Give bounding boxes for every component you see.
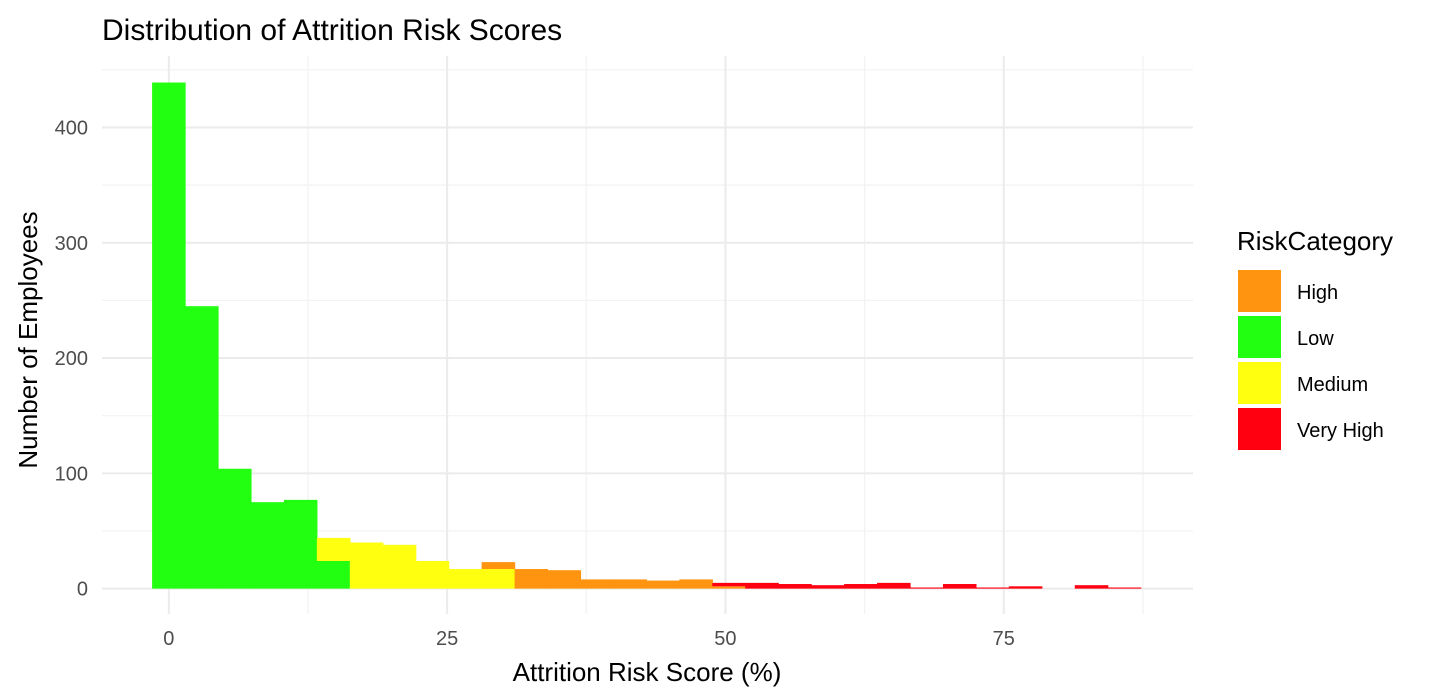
bar-low [185, 306, 219, 589]
bar-high [481, 562, 516, 570]
y-tick-label: 400 [55, 117, 88, 139]
y-axis-ticks: 0 100 200 300 400 [55, 117, 88, 600]
bar-medium [448, 569, 483, 589]
x-axis-ticks: 0 25 50 75 [163, 628, 1015, 650]
bar-very-high [910, 587, 944, 589]
legend-swatch [1238, 362, 1281, 404]
bar-very-high [877, 582, 911, 589]
bar-medium [349, 542, 384, 589]
bar-very-high [778, 584, 812, 589]
bar-medium [316, 537, 351, 561]
bar-low [283, 499, 318, 589]
y-axis-title: Number of Employees [13, 211, 43, 468]
bar-very-high [1074, 585, 1109, 589]
bar-low [250, 502, 285, 589]
bar-very-high [712, 582, 746, 587]
bar-very-high [745, 582, 779, 589]
histogram-bars [152, 82, 1142, 589]
y-tick-label: 0 [77, 579, 88, 601]
bar-high [613, 579, 647, 589]
bar-high [679, 579, 713, 589]
y-tick-label: 100 [55, 463, 88, 485]
legend-swatch [1238, 316, 1281, 358]
bar-very-high [975, 587, 1010, 589]
legend-label: Medium [1297, 374, 1368, 396]
y-tick-label: 200 [55, 348, 88, 370]
chart-title: Distribution of Attrition Risk Scores [102, 14, 562, 47]
bar-very-high [1008, 586, 1043, 589]
x-tick-label: 0 [163, 628, 174, 650]
bar-very-high [942, 584, 977, 589]
bar-medium [481, 569, 516, 589]
bar-very-high [844, 584, 878, 589]
legend: RiskCategory High Low Medium Very High [1237, 226, 1393, 450]
legend-title: RiskCategory [1237, 226, 1393, 256]
legend-label: High [1297, 282, 1338, 304]
x-tick-label: 50 [714, 628, 736, 650]
bar-low [316, 560, 351, 589]
bar-medium [415, 560, 450, 589]
bar-high [514, 569, 549, 589]
x-tick-label: 75 [993, 628, 1015, 650]
legend-swatch [1238, 408, 1281, 450]
bar-very-high [1107, 587, 1142, 589]
legend-label: Low [1297, 328, 1334, 350]
bar-low [218, 468, 252, 589]
bar-high [712, 586, 746, 589]
x-tick-label: 25 [436, 628, 458, 650]
x-axis-title: Attrition Risk Score (%) [513, 657, 782, 687]
legend-label: Very High [1297, 420, 1384, 442]
y-tick-label: 300 [55, 233, 88, 255]
legend-swatch [1238, 270, 1281, 312]
bar-low [152, 82, 186, 589]
bar-high [547, 570, 582, 589]
bar-very-high [811, 585, 845, 589]
bar-high [646, 580, 680, 589]
bar-medium [382, 544, 417, 589]
bar-high [580, 579, 615, 589]
